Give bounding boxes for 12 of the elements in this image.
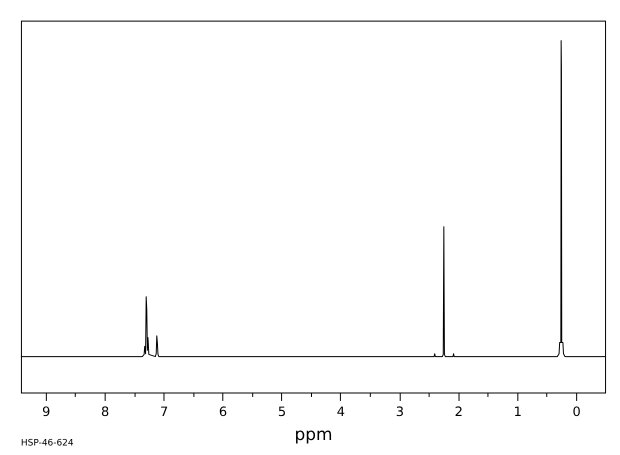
x-tick-label: 6 bbox=[218, 404, 228, 420]
x-tick-label: 7 bbox=[160, 404, 168, 420]
x-tick-label: 4 bbox=[336, 404, 346, 420]
x-axis-title: ppm bbox=[294, 424, 332, 444]
text: HSP-46-624 bbox=[20, 438, 74, 448]
x-tick-label: 3 bbox=[396, 404, 404, 420]
x-tick-label: 9 bbox=[42, 404, 50, 420]
x-tick-label: 0 bbox=[572, 404, 581, 420]
x-tick-label: 1 bbox=[514, 404, 522, 420]
x-tick-label: 8 bbox=[101, 404, 110, 420]
x-tick-label: 2 bbox=[454, 404, 463, 420]
x-tick-label: 5 bbox=[278, 404, 286, 420]
